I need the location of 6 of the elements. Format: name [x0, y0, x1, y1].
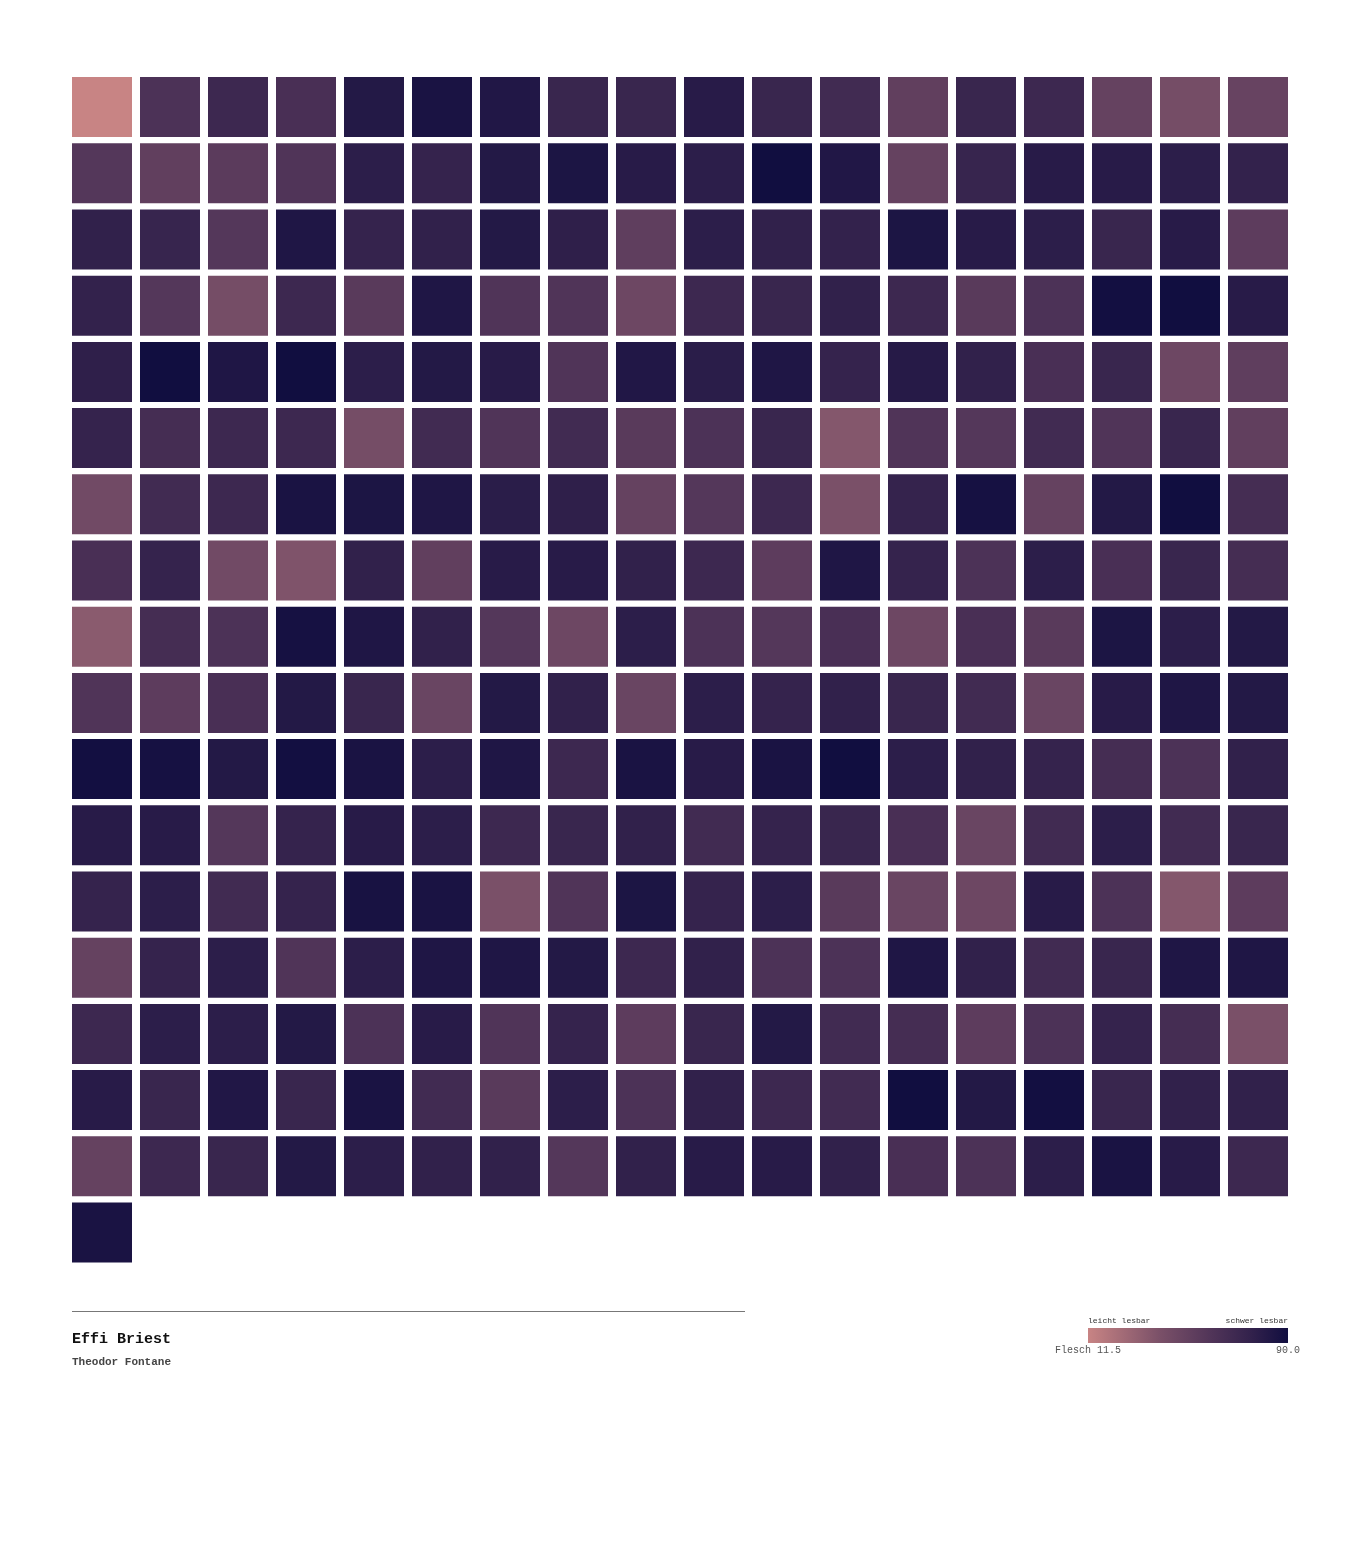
color-bar-label: Flesch 11.5	[1054, 1345, 1122, 1356]
text: leicht lesbar	[1088, 1316, 1151, 1327]
text: Effi Briest	[72, 1331, 172, 1348]
text: schwer lesbar	[1225, 1316, 1288, 1327]
text: Theodor Fontane	[72, 1356, 172, 1368]
color-bar-label: 90.0	[1275, 1345, 1301, 1356]
